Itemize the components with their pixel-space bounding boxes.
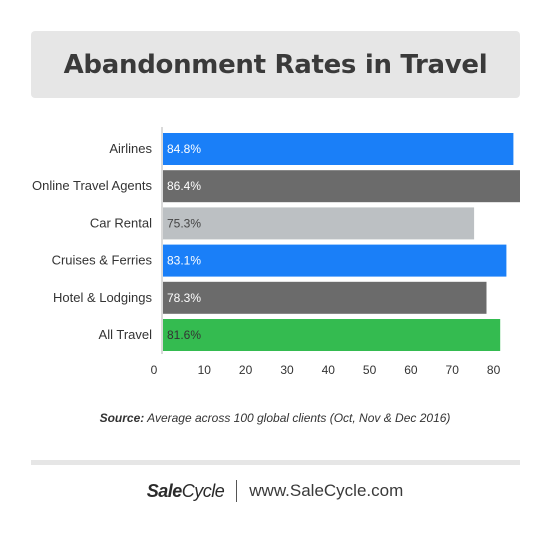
category-label: Airlines [109,141,152,156]
x-tick-label: 0 [151,363,158,377]
brand-bold: Sale [146,480,183,501]
x-tick-label: 20 [239,363,253,377]
source-label: Source: [99,411,145,425]
x-tick-label: 80 [487,363,501,377]
bar-0 [163,133,514,165]
bar-value-label: 86.4% [167,179,201,193]
bar-1 [163,170,520,203]
category-label: Cruises & Ferries [52,253,153,268]
bar-value-label: 78.3% [167,291,201,305]
x-tick-label: 30 [280,363,294,377]
category-label: Car Rental [90,215,152,230]
source-text: Average across 100 global clients (Oct, … [147,411,451,425]
x-tick-label: 50 [363,363,377,377]
website-link[interactable]: www.SaleCycle.com [249,481,404,500]
x-tick-labels: 0 10 20 30 40 50 60 70 80 [151,363,501,377]
brand-rest: Cycle [181,480,225,501]
category-label: All Travel [99,327,153,342]
bar-2 [163,207,475,240]
divider [31,460,520,465]
bar-value-label: 83.1% [167,254,201,268]
footer: SaleCycle www.SaleCycle.com [0,478,550,504]
bar-value-label: 84.8% [167,142,201,156]
bar-value-label: 75.3% [167,216,201,230]
salecycle-logo: SaleCycle [147,481,225,502]
x-tick-label: 60 [404,363,418,377]
bar-5 [163,319,501,351]
bar-4 [163,281,487,314]
chart-title: Abandonment Rates in Travel [63,49,488,80]
category-label: Hotel & Lodgings [53,290,153,305]
source-note: Source: Average across 100 global client… [0,411,550,425]
category-labels: Airlines Online Travel Agents Car Rental Cr… [32,141,152,342]
category-label: Online Travel Agents [32,178,152,193]
footer-separator [236,480,238,502]
bar-3 [163,244,507,277]
bars-group: 84.8% 86.4% 75.3% 83.1% 78.3% 81.6% [163,133,520,351]
x-tick-label: 70 [446,363,460,377]
title-box: Abandonment Rates in Travel [31,31,520,98]
x-tick-label: 40 [322,363,336,377]
bar-value-label: 81.6% [167,328,201,342]
x-tick-label: 10 [198,363,212,377]
